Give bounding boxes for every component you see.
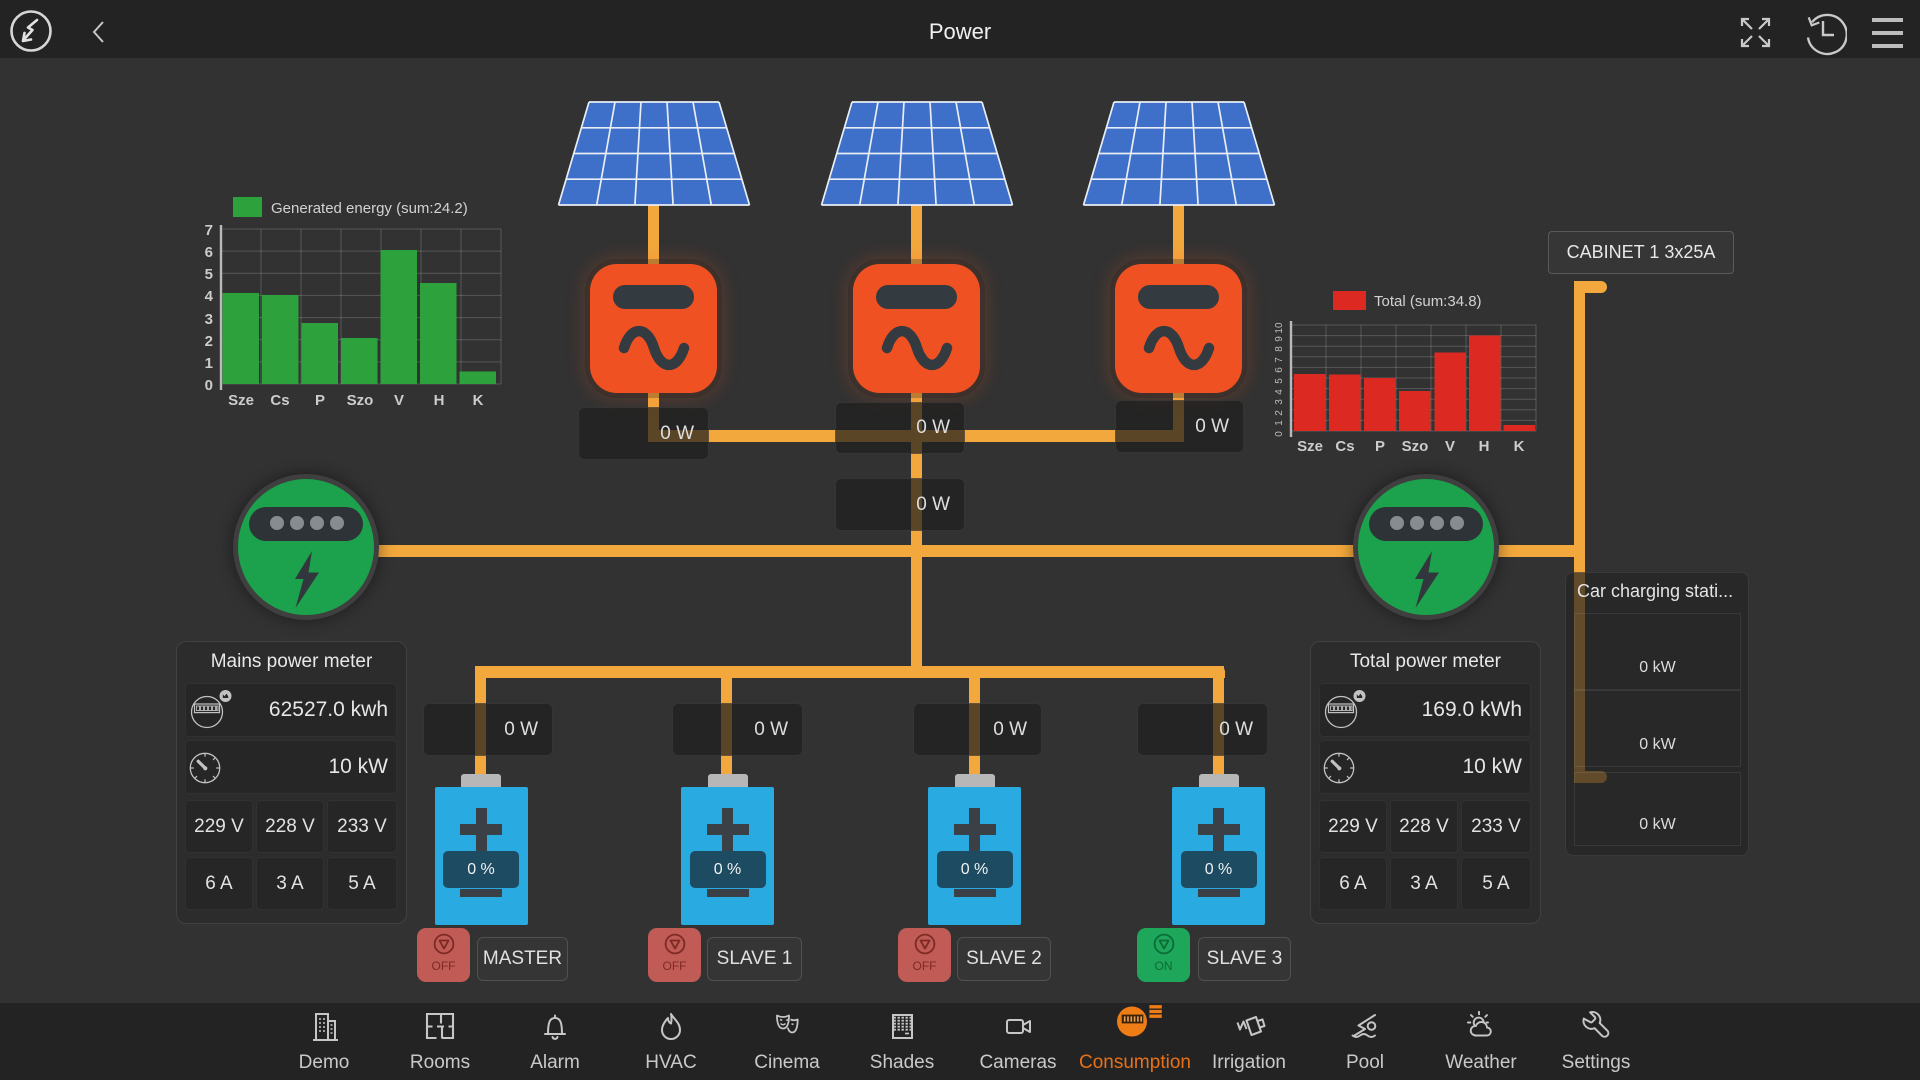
svg-text:6: 6 bbox=[205, 244, 213, 261]
svg-text:P: P bbox=[315, 392, 325, 409]
svg-text:1: 1 bbox=[1274, 420, 1285, 426]
svg-text:0: 0 bbox=[1274, 431, 1285, 437]
svg-text:Cs: Cs bbox=[270, 392, 289, 409]
svg-text:V: V bbox=[1445, 438, 1455, 455]
svg-text:Sze: Sze bbox=[228, 392, 254, 409]
svg-text:K: K bbox=[1514, 438, 1525, 455]
svg-text:H: H bbox=[434, 392, 445, 409]
svg-text:1: 1 bbox=[205, 355, 213, 372]
svg-text:0: 0 bbox=[205, 377, 213, 394]
svg-text:3: 3 bbox=[1274, 399, 1285, 405]
svg-text:8: 8 bbox=[1274, 346, 1285, 352]
svg-text:7: 7 bbox=[1274, 357, 1285, 363]
svg-text:Sze: Sze bbox=[1297, 438, 1323, 455]
svg-text:K: K bbox=[473, 392, 484, 409]
svg-text:3: 3 bbox=[205, 311, 213, 328]
svg-text:Cs: Cs bbox=[1335, 438, 1354, 455]
svg-text:Szo: Szo bbox=[1402, 438, 1429, 455]
svg-text:Total (sum:34.8): Total (sum:34.8) bbox=[1374, 293, 1482, 310]
svg-text:P: P bbox=[1375, 438, 1385, 455]
svg-text:2: 2 bbox=[1274, 410, 1285, 416]
svg-text:4: 4 bbox=[1274, 389, 1285, 395]
svg-text:H: H bbox=[1479, 438, 1490, 455]
svg-text:Szo: Szo bbox=[347, 392, 374, 409]
svg-text:5: 5 bbox=[1274, 378, 1285, 384]
svg-text:7: 7 bbox=[205, 222, 213, 239]
svg-text:9: 9 bbox=[1274, 336, 1285, 342]
svg-text:5: 5 bbox=[205, 266, 213, 283]
svg-text:10: 10 bbox=[1274, 322, 1285, 334]
svg-text:2: 2 bbox=[205, 333, 213, 350]
svg-text:Generated energy (sum:24.2): Generated energy (sum:24.2) bbox=[271, 200, 468, 217]
svg-text:V: V bbox=[394, 392, 404, 409]
svg-text:6: 6 bbox=[1274, 367, 1285, 373]
svg-text:4: 4 bbox=[205, 288, 214, 305]
